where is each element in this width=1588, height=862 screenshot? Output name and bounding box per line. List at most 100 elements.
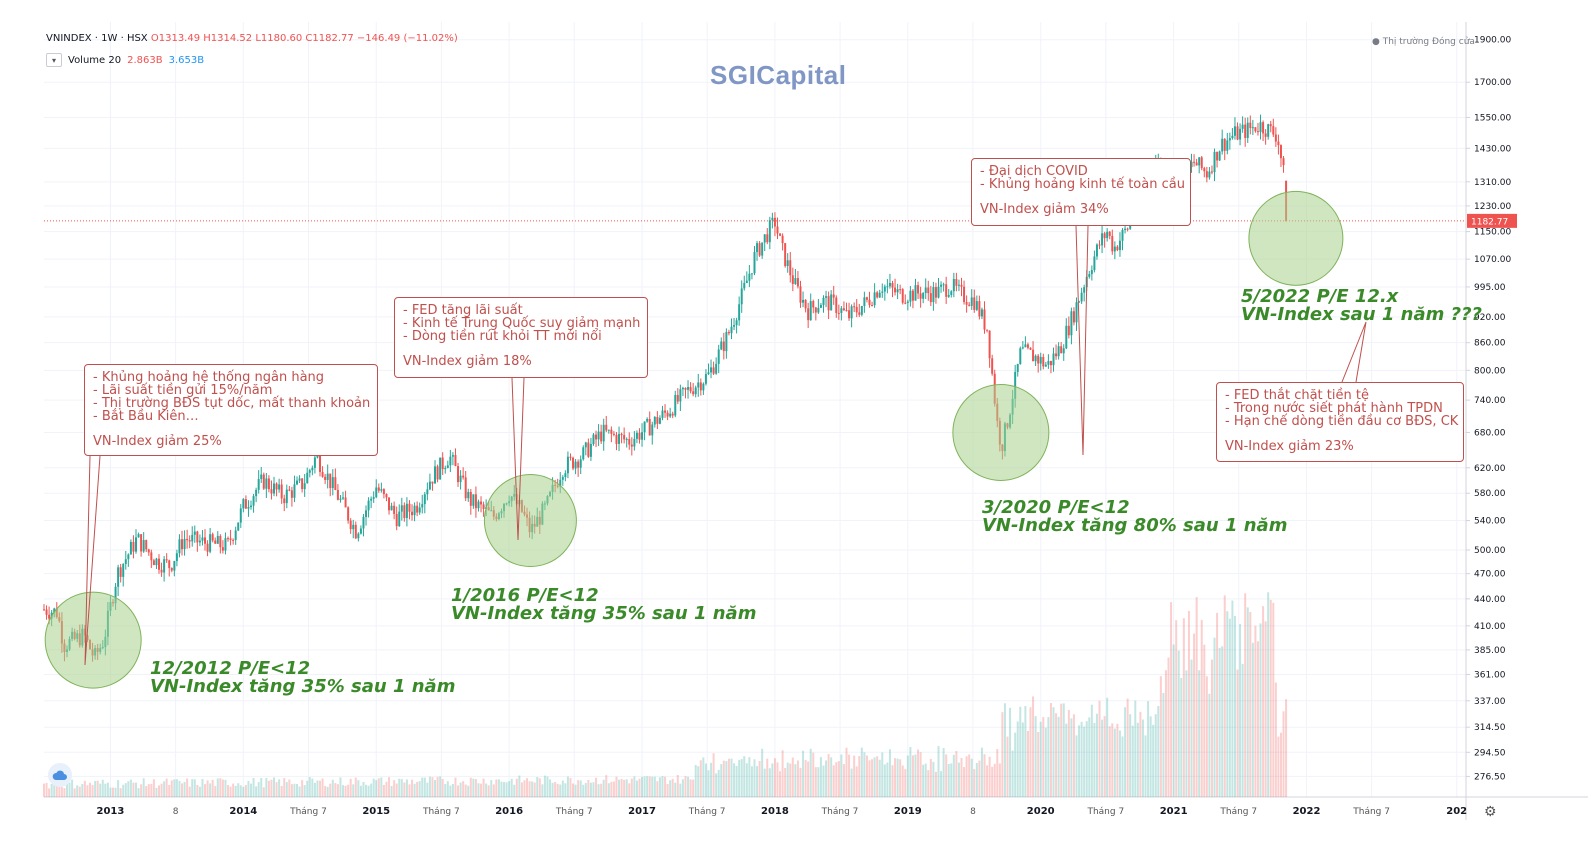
- annotation-2020: 3/2020 P/E<12 VN-Index tăng 80% sau 1 nă…: [982, 499, 1287, 535]
- note-result: VN-Index giảm 18%: [403, 355, 639, 368]
- volume-bar: [812, 753, 814, 797]
- chevron-down-icon[interactable]: ▾: [46, 53, 62, 67]
- candle-body: [587, 443, 589, 457]
- candle-body: [350, 521, 352, 530]
- candle-body: [1116, 247, 1118, 250]
- volume-bar: [475, 779, 477, 797]
- candle-body: [135, 537, 137, 551]
- candle-body: [595, 435, 597, 440]
- candle-body: [1234, 126, 1236, 135]
- candle-body: [1106, 232, 1108, 238]
- candle-body: [288, 490, 290, 491]
- volume-bar: [935, 772, 937, 797]
- volume-bar: [1239, 624, 1241, 797]
- candle-body: [715, 364, 717, 374]
- volume-bar: [311, 779, 313, 797]
- volume-bar: [1065, 724, 1067, 797]
- volume-bar: [437, 777, 439, 797]
- volume-bar: [516, 779, 518, 797]
- candle-body: [380, 489, 382, 490]
- candle-body: [953, 279, 955, 291]
- y-tick-label: 1070.00: [1474, 255, 1511, 265]
- candle-body: [771, 218, 773, 220]
- volume-bar: [925, 764, 927, 797]
- volume-bar: [201, 779, 203, 797]
- volume-bar: [426, 783, 428, 797]
- volume-bar: [922, 765, 924, 797]
- candle-body: [886, 286, 888, 287]
- volume-bar: [495, 780, 497, 797]
- volume-bar: [337, 784, 339, 797]
- candle-body: [186, 539, 188, 540]
- volume-bar: [891, 765, 893, 797]
- volume-bar: [1234, 616, 1236, 797]
- candle-body: [189, 540, 191, 541]
- gear-icon[interactable]: ⚙: [1484, 803, 1497, 820]
- candle-body: [403, 505, 405, 518]
- volume-bar: [971, 759, 973, 797]
- candle-body: [368, 501, 370, 511]
- candle-body: [268, 479, 270, 490]
- volume-bar: [590, 783, 592, 797]
- y-tick-label: 1430.00: [1474, 144, 1511, 154]
- volume-bar: [434, 780, 436, 797]
- volume-bar: [897, 759, 899, 797]
- volume-bar: [1137, 723, 1139, 797]
- volume-bar: [1252, 643, 1254, 797]
- volume-bar: [513, 785, 515, 797]
- y-tick-label: 800.00: [1474, 366, 1506, 376]
- volume-bar: [43, 784, 45, 797]
- volume-bar: [961, 758, 963, 797]
- volume-bar: [260, 778, 262, 797]
- candle-body: [173, 561, 175, 570]
- volume-bar: [138, 788, 140, 797]
- volume-bar: [700, 760, 702, 797]
- volume-bar: [753, 759, 755, 797]
- candle-body: [281, 484, 283, 498]
- volume-bar: [222, 780, 224, 797]
- ohlc-values: O1313.49 H1314.52 L1180.60 C1182.77 −146…: [151, 33, 458, 44]
- candle-body: [577, 462, 579, 468]
- volume-bar: [1226, 611, 1228, 797]
- candle-body: [672, 414, 674, 416]
- candle-body: [700, 382, 702, 390]
- volume-bar: [621, 779, 623, 797]
- candle-body: [695, 387, 697, 394]
- volume-bar: [534, 782, 536, 797]
- volume-bar: [365, 785, 367, 797]
- volume-label: Volume 20: [68, 55, 121, 66]
- volume-legend[interactable]: ▾ Volume 20 2.863B 3.653B: [46, 53, 204, 67]
- candle-body: [641, 432, 643, 440]
- note-2020: - Đại dịch COVID - Khủng hoảng kinh tế t…: [971, 158, 1191, 226]
- cloud-icon[interactable]: [48, 763, 72, 787]
- volume-bar: [306, 781, 308, 797]
- candle-body: [1124, 229, 1126, 230]
- candle-body: [636, 433, 638, 439]
- candle-body: [705, 374, 707, 384]
- volume-bar: [912, 755, 914, 797]
- volume-bar: [1201, 620, 1203, 797]
- candle-body: [426, 489, 428, 494]
- candle-body: [1053, 354, 1055, 366]
- volume-bar: [531, 781, 533, 797]
- candle-body: [419, 507, 421, 512]
- volume-bar: [329, 784, 331, 797]
- candle-body: [1280, 145, 1282, 158]
- candle-body: [610, 430, 612, 434]
- volume-bar: [1229, 619, 1231, 797]
- candle-body: [191, 535, 193, 542]
- candle-body: [421, 504, 423, 507]
- symbol-header[interactable]: VNINDEX · 1W · HSX O1313.49 H1314.52 L11…: [46, 33, 458, 44]
- candle-body: [311, 468, 313, 470]
- candle-body: [449, 457, 451, 466]
- volume-bar: [396, 784, 398, 797]
- candle-body: [927, 288, 929, 294]
- candle-body: [730, 327, 732, 334]
- candle-body: [1229, 138, 1231, 140]
- candle-body: [181, 539, 183, 549]
- volume-bar: [94, 781, 96, 797]
- volume-bar: [677, 775, 679, 797]
- candle-body: [564, 473, 566, 477]
- volume-bar: [511, 779, 513, 797]
- volume-bar: [145, 786, 147, 797]
